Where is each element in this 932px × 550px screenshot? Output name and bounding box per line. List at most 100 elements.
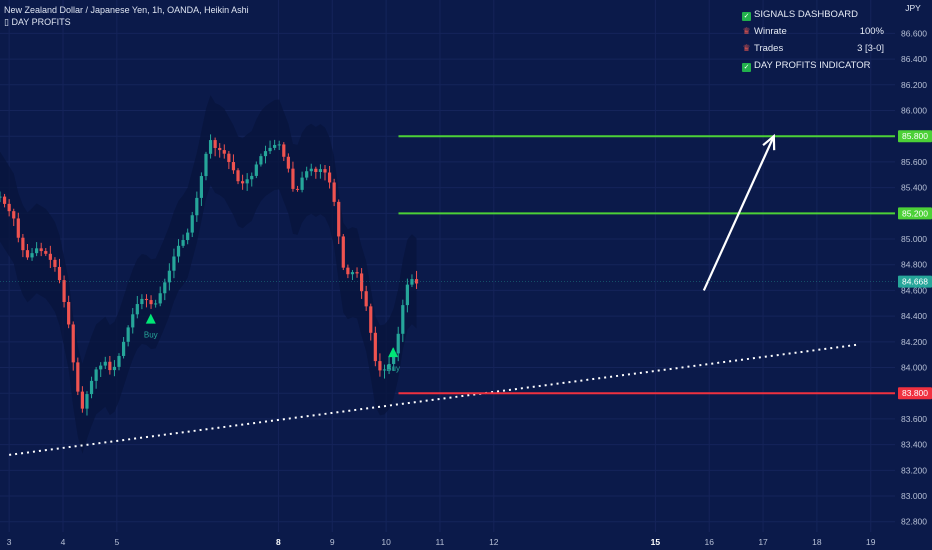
candle-body <box>30 253 34 258</box>
winrate-value: 100% <box>859 26 884 37</box>
trophy-icon: ♛ <box>742 43 751 53</box>
x-tick-label: 18 <box>812 537 822 547</box>
candle-body <box>199 176 204 198</box>
candle-body <box>318 169 323 173</box>
current-price-tag <box>898 275 932 288</box>
trades-label: Trades <box>754 43 784 54</box>
take-profit-tag <box>898 207 932 220</box>
y-tick-label: 86.000 <box>901 106 927 116</box>
candle-body <box>76 362 80 392</box>
candle-body <box>291 168 295 189</box>
candle-body <box>401 305 405 334</box>
symbol-title[interactable]: New Zealand Dollar / Japanese Yen, 1h, O… <box>4 5 249 15</box>
check-icon: ✓ <box>742 12 751 21</box>
arrow-shaft[interactable] <box>702 135 775 291</box>
candle-body <box>396 333 400 354</box>
check-icon: ✓ <box>742 63 751 72</box>
candle-body <box>89 380 94 395</box>
candle-body <box>231 162 236 171</box>
y-tick-label: 84.000 <box>901 363 927 373</box>
projection-arrow[interactable] <box>702 133 776 291</box>
candle-body <box>337 201 341 237</box>
candle-body <box>387 363 391 370</box>
candle-body <box>190 215 194 233</box>
candle-body <box>360 273 364 292</box>
candle-body <box>35 248 39 254</box>
candle-body <box>176 245 181 257</box>
dashboard-title-row: ✓ SIGNALS DASHBOARD <box>742 6 892 23</box>
candle-body <box>268 147 272 152</box>
candle-body <box>295 188 300 190</box>
candle-body <box>341 236 345 268</box>
buy-signal-label: Buy <box>386 364 400 373</box>
candle-body <box>277 144 281 146</box>
candle-body <box>2 196 7 204</box>
buy-arrow-icon <box>388 347 399 358</box>
candle-body <box>195 197 199 216</box>
candle-body <box>57 266 62 281</box>
x-tick-label: 19 <box>866 537 876 547</box>
candle-body <box>39 248 43 252</box>
candle-body <box>181 240 185 246</box>
candle-body <box>323 169 327 173</box>
x-tick-label: 3 <box>7 537 12 547</box>
candle-body <box>158 293 162 304</box>
candle-body <box>53 259 57 267</box>
price-levels[interactable] <box>398 135 895 395</box>
x-tick-label: 16 <box>704 537 714 547</box>
candle-body <box>222 150 226 154</box>
dotted-support-line[interactable] <box>9 343 861 456</box>
candle-body <box>108 361 112 371</box>
take-profit-value: 85.800 <box>902 131 928 141</box>
candle-body <box>80 391 84 409</box>
candle-body <box>94 369 98 381</box>
y-tick-label: 86.200 <box>901 80 927 90</box>
indicator-legend[interactable]: ▯ DAY PROFITS <box>4 17 71 28</box>
y-tick-label: 84.600 <box>901 285 927 295</box>
candle-body <box>305 171 309 178</box>
candle-body <box>131 314 135 328</box>
candle-body <box>273 144 277 148</box>
price-axis[interactable] <box>895 0 932 550</box>
x-tick-label: 11 <box>436 537 445 547</box>
y-tick-label: 82.800 <box>901 517 927 527</box>
trendline[interactable] <box>9 343 861 456</box>
candle-body <box>254 164 258 176</box>
x-tick-label: 15 <box>651 537 661 547</box>
candle-body <box>392 353 396 364</box>
y-tick-label: 86.600 <box>901 28 927 38</box>
current-price-value: 84.668 <box>902 277 928 287</box>
candle-body <box>117 355 121 367</box>
winrate-row: ♛ Winrate 100% <box>742 23 892 40</box>
y-tick-label: 85.400 <box>901 183 927 193</box>
candle-body <box>126 327 130 342</box>
candle-body <box>62 280 66 302</box>
x-tick-label: 17 <box>758 537 768 547</box>
stop-loss-tag <box>898 387 932 400</box>
candle-body <box>314 168 318 173</box>
y-tick-label: 85.000 <box>901 234 927 244</box>
candle-body <box>140 298 144 305</box>
candle-body <box>12 211 16 219</box>
trophy-icon: ♛ <box>742 26 751 36</box>
x-tick-label: 5 <box>114 537 119 547</box>
x-tick-label: 10 <box>381 537 391 547</box>
x-tick-label: 4 <box>61 537 66 547</box>
time-axis[interactable] <box>0 532 932 550</box>
stop-loss-value: 83.800 <box>902 388 928 398</box>
candle-body <box>99 365 103 370</box>
candle-body <box>25 250 30 258</box>
candle-body <box>167 270 171 283</box>
candle-body <box>186 232 190 241</box>
candle-body <box>16 218 20 238</box>
candle-body <box>259 156 263 165</box>
indicator-box-icon: ▯ <box>4 17 12 27</box>
candle-body <box>227 153 231 163</box>
take-profit-value: 85.200 <box>902 208 928 218</box>
y-tick-label: 83.200 <box>901 465 927 475</box>
candle-body <box>240 181 245 184</box>
candle-body <box>7 203 11 212</box>
indicator-name: DAY PROFITS <box>11 17 71 27</box>
